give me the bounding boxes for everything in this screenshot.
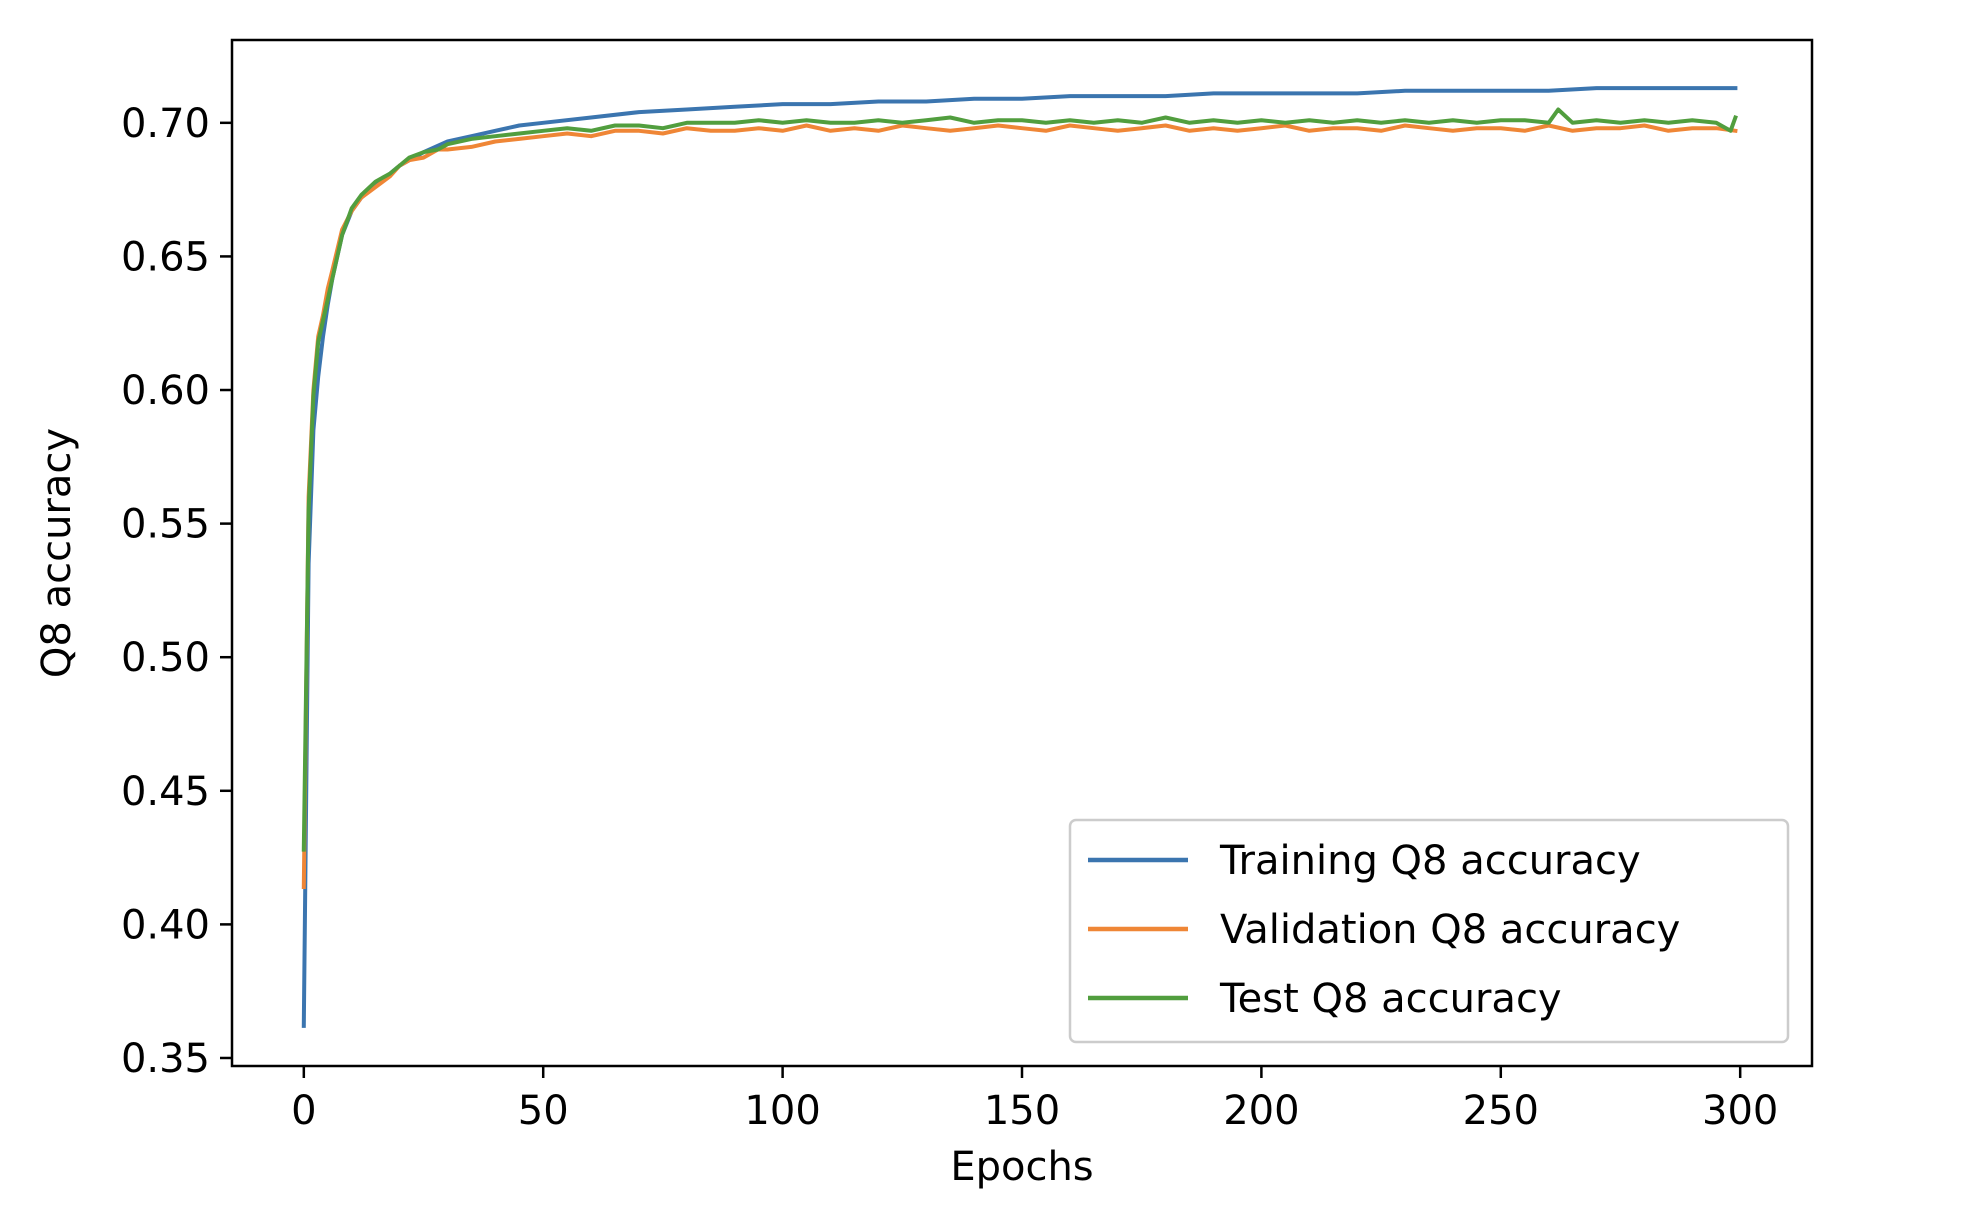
y-tick-label: 0.50 [121,635,210,681]
x-tick-label: 100 [744,1088,820,1134]
x-tick-label: 150 [984,1088,1060,1134]
legend-label-0: Training Q8 accuracy [1219,838,1641,884]
y-tick-label: 0.40 [121,902,210,948]
y-tick-label: 0.45 [121,769,210,815]
y-tick-label: 0.65 [121,234,210,280]
y-axis-title: Q8 accuracy [34,428,80,678]
x-tick-label: 200 [1223,1088,1299,1134]
y-tick-label: 0.55 [121,502,210,548]
series-line-2 [301,107,1738,852]
legend: Training Q8 accuracy Validation Q8 accura… [1068,818,1790,1044]
x-tick-label: 50 [518,1088,569,1134]
x-axis-title: Epochs [950,1144,1093,1190]
x-tick-label: 300 [1702,1088,1778,1134]
y-tick-label: 0.70 [121,101,210,147]
series-layer [301,86,1738,1028]
legend-label-2: Test Q8 accuracy [1219,976,1562,1022]
legend-box [1068,818,1790,1044]
x-tick-label: 0 [291,1088,316,1134]
y-tick-label: 0.35 [121,1036,210,1082]
y-tick-label: 0.60 [121,368,210,414]
axes-layer: 0 50 100 150 200 250 300 0.35 0.40 0.45 0.50 0.55 0.… [34,38,1814,1190]
x-tick-label: 250 [1463,1088,1539,1134]
legend-label-1: Validation Q8 accuracy [1220,907,1680,953]
